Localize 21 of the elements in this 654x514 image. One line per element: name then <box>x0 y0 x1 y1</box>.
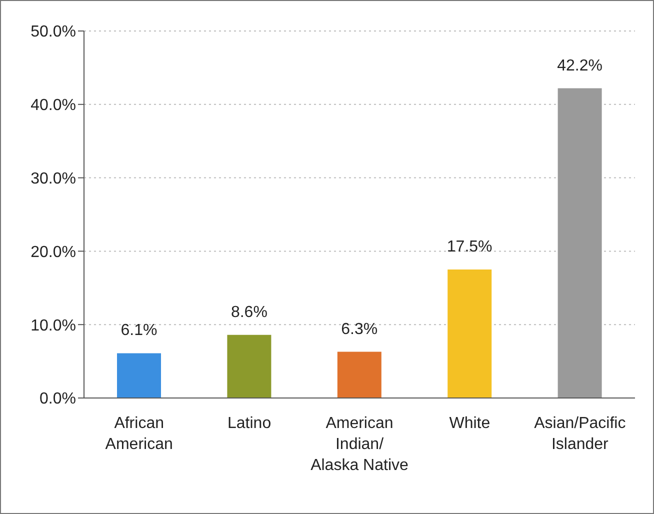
x-tick-label: American Indian/ Alaska Native <box>310 415 409 474</box>
data-label: 6.1% <box>120 322 158 340</box>
data-label: 17.5% <box>446 238 492 256</box>
bar <box>448 270 492 398</box>
x-tick-label: Latino <box>228 415 272 432</box>
bar <box>117 353 161 398</box>
data-label: 8.6% <box>230 304 268 321</box>
x-tick-label: African American <box>105 415 173 453</box>
y-tick-label: 0.0% <box>40 390 76 408</box>
y-tick-label: 10.0% <box>30 317 76 334</box>
y-tick-label: 20.0% <box>30 244 76 261</box>
x-tick-label: White <box>449 415 490 432</box>
bar <box>337 352 382 398</box>
bar <box>558 88 602 398</box>
x-tick-label: Asian/Pacific Islander <box>534 415 626 453</box>
y-tick-label: 50.0% <box>30 24 76 41</box>
data-label: 42.2% <box>557 57 602 74</box>
bar <box>227 334 272 398</box>
y-tick-label: 30.0% <box>30 170 76 188</box>
y-tick-label: 40.0% <box>30 97 76 114</box>
data-label: 6.3% <box>341 320 378 338</box>
